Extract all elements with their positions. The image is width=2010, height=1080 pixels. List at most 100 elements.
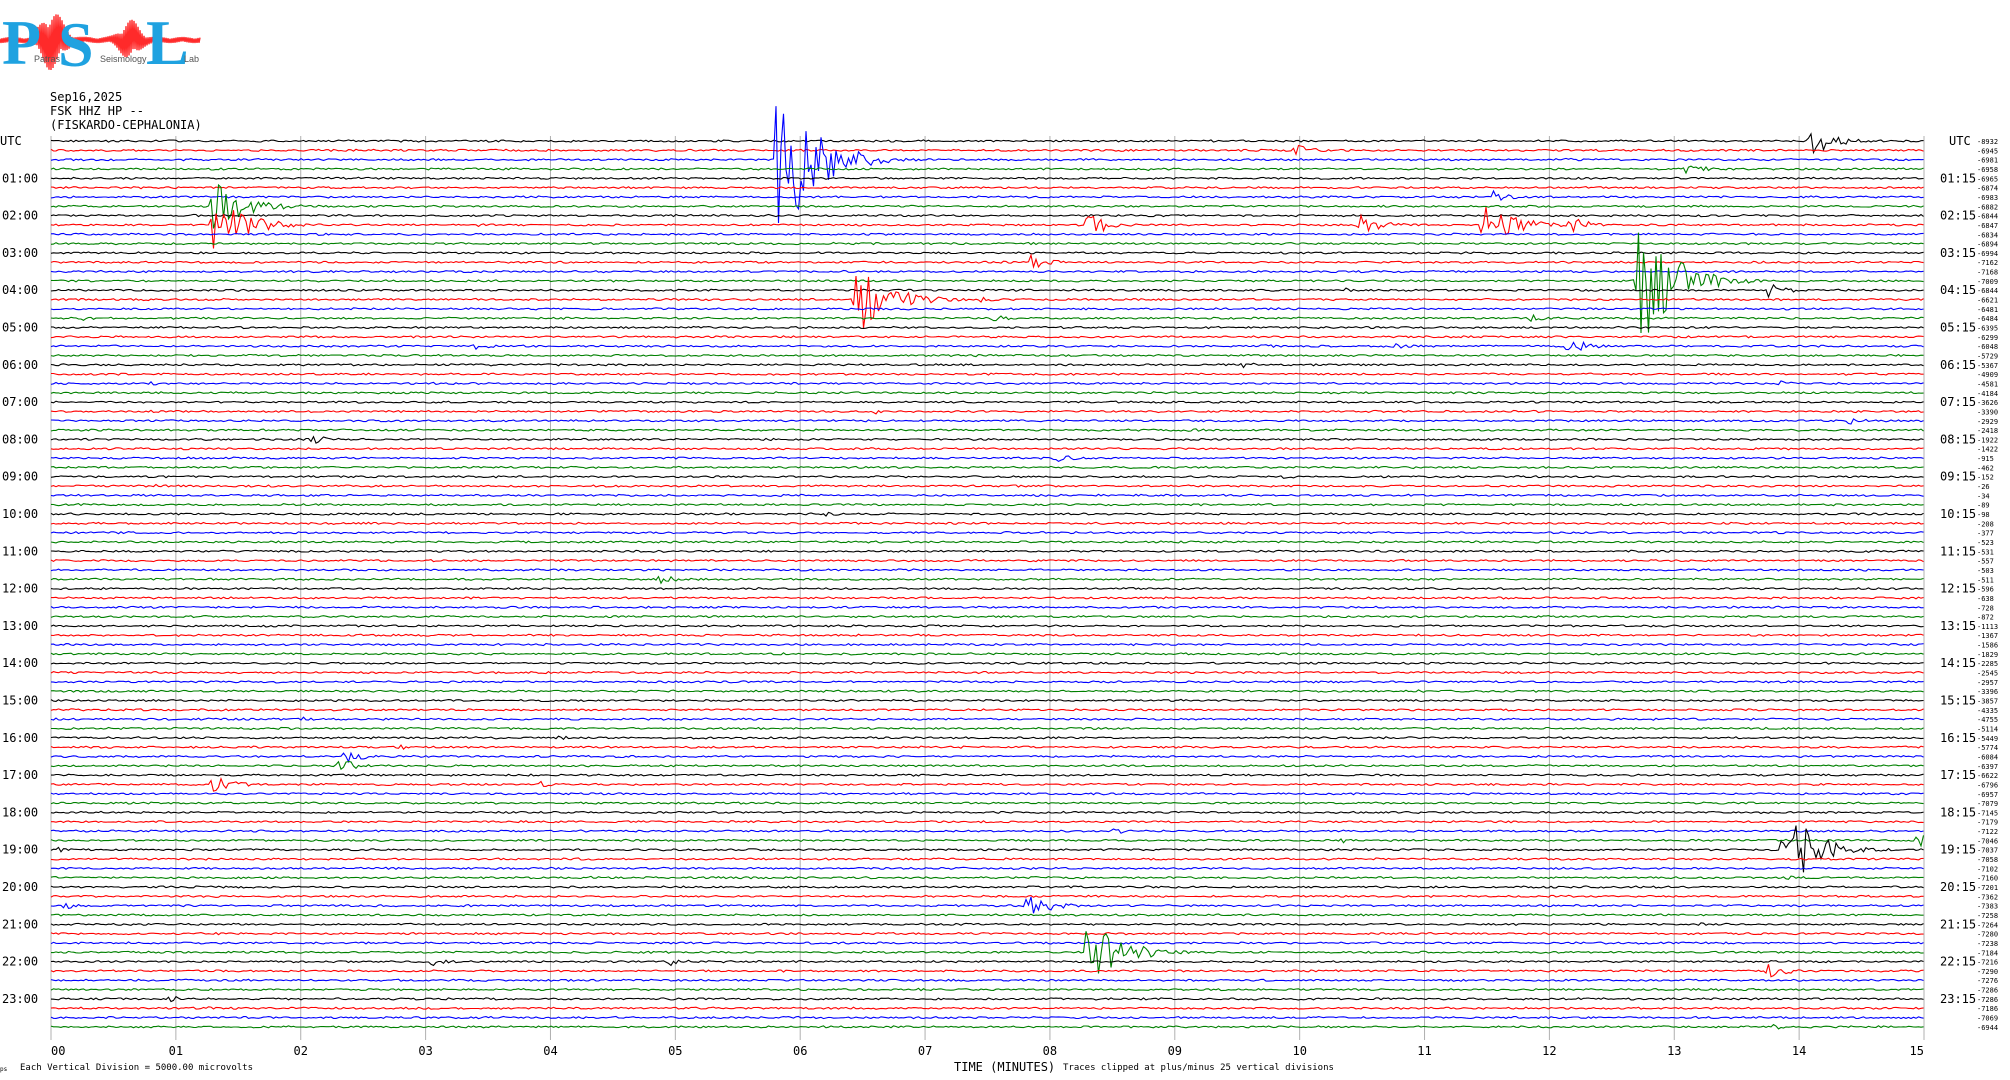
left-hour-label: 08:00 xyxy=(2,432,38,446)
seismic-trace xyxy=(50,652,1924,656)
logo-letter-p: P xyxy=(2,7,41,78)
trace-offset-label: -7122 xyxy=(1977,828,1998,836)
left-hour-label: 05:00 xyxy=(2,321,38,335)
trace-offset-label: -1367 xyxy=(1977,632,1998,640)
trace-offset-label: -1586 xyxy=(1977,642,1998,650)
trace-offset-label: -7276 xyxy=(1977,977,1998,985)
left-hour-label: 07:00 xyxy=(2,395,38,409)
trace-offset-label: -7160 xyxy=(1977,875,1998,883)
seismic-trace xyxy=(51,820,1924,824)
seismic-trace xyxy=(50,189,1924,202)
clip-note: Traces clipped at plus/minus 25 vertical… xyxy=(1063,1063,1334,1073)
left-hour-label: 16:00 xyxy=(2,731,38,745)
seismic-trace xyxy=(50,132,1924,155)
seismic-trace xyxy=(50,633,1924,637)
seismic-trace xyxy=(50,241,1924,246)
left-hour-label: 20:00 xyxy=(2,880,38,894)
trace-offset-label: -3626 xyxy=(1977,399,1998,407)
scale-note: Each Vertical Division = 5000.00 microvo… xyxy=(20,1063,253,1073)
seismic-trace xyxy=(50,183,1924,229)
x-tick-label: 07 xyxy=(918,1044,932,1058)
seismic-trace xyxy=(50,275,1924,328)
left-hour-label: 10:00 xyxy=(2,507,38,521)
right-hour-label: 13:15 xyxy=(1940,619,1976,633)
seismic-trace xyxy=(50,549,1924,554)
right-hour-label: 14:15 xyxy=(1940,656,1976,670)
trace-offset-label: -6874 xyxy=(1977,185,1998,193)
trace-offset-label: -8932 xyxy=(1977,138,1998,146)
seismic-trace xyxy=(50,987,1924,992)
seismic-trace xyxy=(50,232,1924,334)
right-hour-label: 05:15 xyxy=(1940,321,1976,335)
trace-offset-label: -531 xyxy=(1977,548,1994,556)
trace-offset-label: -6957 xyxy=(1977,791,1998,799)
logo-sub-seismology: Seismology xyxy=(100,54,147,64)
logo-letter-s: S xyxy=(58,9,94,78)
seismic-trace xyxy=(50,540,1924,544)
seismic-trace xyxy=(50,521,1924,525)
psl-logo: P S L Patras Seismology Lab xyxy=(0,7,201,78)
left-hour-label: 18:00 xyxy=(2,805,38,819)
trace-offset-label: -6397 xyxy=(1977,763,1998,771)
trace-offset-label: -2418 xyxy=(1977,427,1998,435)
trace-offset-label: -2957 xyxy=(1977,679,1998,687)
seismic-trace xyxy=(50,353,1924,358)
seismic-trace xyxy=(50,835,1925,848)
x-tick-label: 14 xyxy=(1792,1044,1806,1058)
trace-offset-label: -4184 xyxy=(1977,390,1998,398)
trace-offset-label: -6981 xyxy=(1977,157,1998,165)
seismic-trace xyxy=(50,435,1924,444)
trace-offset-label: -6395 xyxy=(1977,325,1998,333)
left-hour-label: 01:00 xyxy=(2,171,38,185)
station-location: (FISKARDO-CEPHALONIA) xyxy=(50,118,202,132)
trace-offset-label: -511 xyxy=(1977,576,1994,584)
x-tick-label: 01 xyxy=(169,1044,183,1058)
chart-axes: UTC UTC xyxy=(0,134,1971,148)
seismic-trace xyxy=(50,409,1924,415)
trace-offset-label: -26 xyxy=(1977,483,1990,491)
seismic-trace xyxy=(50,931,1924,936)
right-hour-label: 19:15 xyxy=(1940,843,1976,857)
right-hour-label: 04:15 xyxy=(1940,283,1976,297)
seismic-trace xyxy=(50,493,1924,498)
trace-offset-label: -152 xyxy=(1977,474,1994,482)
logo-seismic-trace xyxy=(0,14,201,71)
seismic-trace xyxy=(50,340,1924,352)
seismic-trace xyxy=(50,744,1924,750)
logo-sub-lab: Lab xyxy=(184,54,199,64)
trace-offset-label: -462 xyxy=(1977,464,1994,472)
right-hour-label: 12:15 xyxy=(1940,582,1976,596)
trace-offset-label: -7184 xyxy=(1977,949,1998,957)
seismic-trace xyxy=(50,213,1924,218)
right-hour-label: 17:15 xyxy=(1940,768,1976,782)
seismic-trace xyxy=(50,995,1924,1003)
seismic-trace xyxy=(50,875,1924,880)
trace-offset-label: -6796 xyxy=(1977,781,1998,789)
trace-offset-label: -3390 xyxy=(1977,408,1998,416)
seismic-trace xyxy=(50,176,1924,180)
left-axis-title: UTC xyxy=(0,134,22,148)
trace-offset-label: -7280 xyxy=(1977,931,1998,939)
seismic-trace xyxy=(50,447,1924,451)
seismic-trace xyxy=(50,269,1924,274)
seismic-trace xyxy=(50,475,1924,479)
trace-offset-label: -3857 xyxy=(1977,698,1998,706)
trace-offset-label: -6945 xyxy=(1977,147,1998,155)
seismic-trace xyxy=(50,1023,1924,1030)
trace-offset-label: -2545 xyxy=(1977,670,1998,678)
trace-offset-label: -557 xyxy=(1977,558,1994,566)
trace-offset-label: -4755 xyxy=(1977,716,1998,724)
right-hour-label: 09:15 xyxy=(1940,470,1976,484)
logo-letter-l: L xyxy=(146,7,189,78)
seismic-trace xyxy=(51,372,1924,376)
trace-offset-label: -7009 xyxy=(1977,278,1998,286)
trace-offset-label: -5774 xyxy=(1977,744,1998,752)
seismic-trace xyxy=(50,777,1924,792)
seismic-trace xyxy=(50,642,1924,647)
left-hour-label: 04:00 xyxy=(2,283,38,297)
right-hour-label: 07:15 xyxy=(1940,395,1976,409)
seismic-trace xyxy=(50,428,1924,432)
seismic-trace xyxy=(50,810,1924,815)
trace-offset-label: -2929 xyxy=(1977,418,1998,426)
seismic-trace xyxy=(50,568,1924,572)
